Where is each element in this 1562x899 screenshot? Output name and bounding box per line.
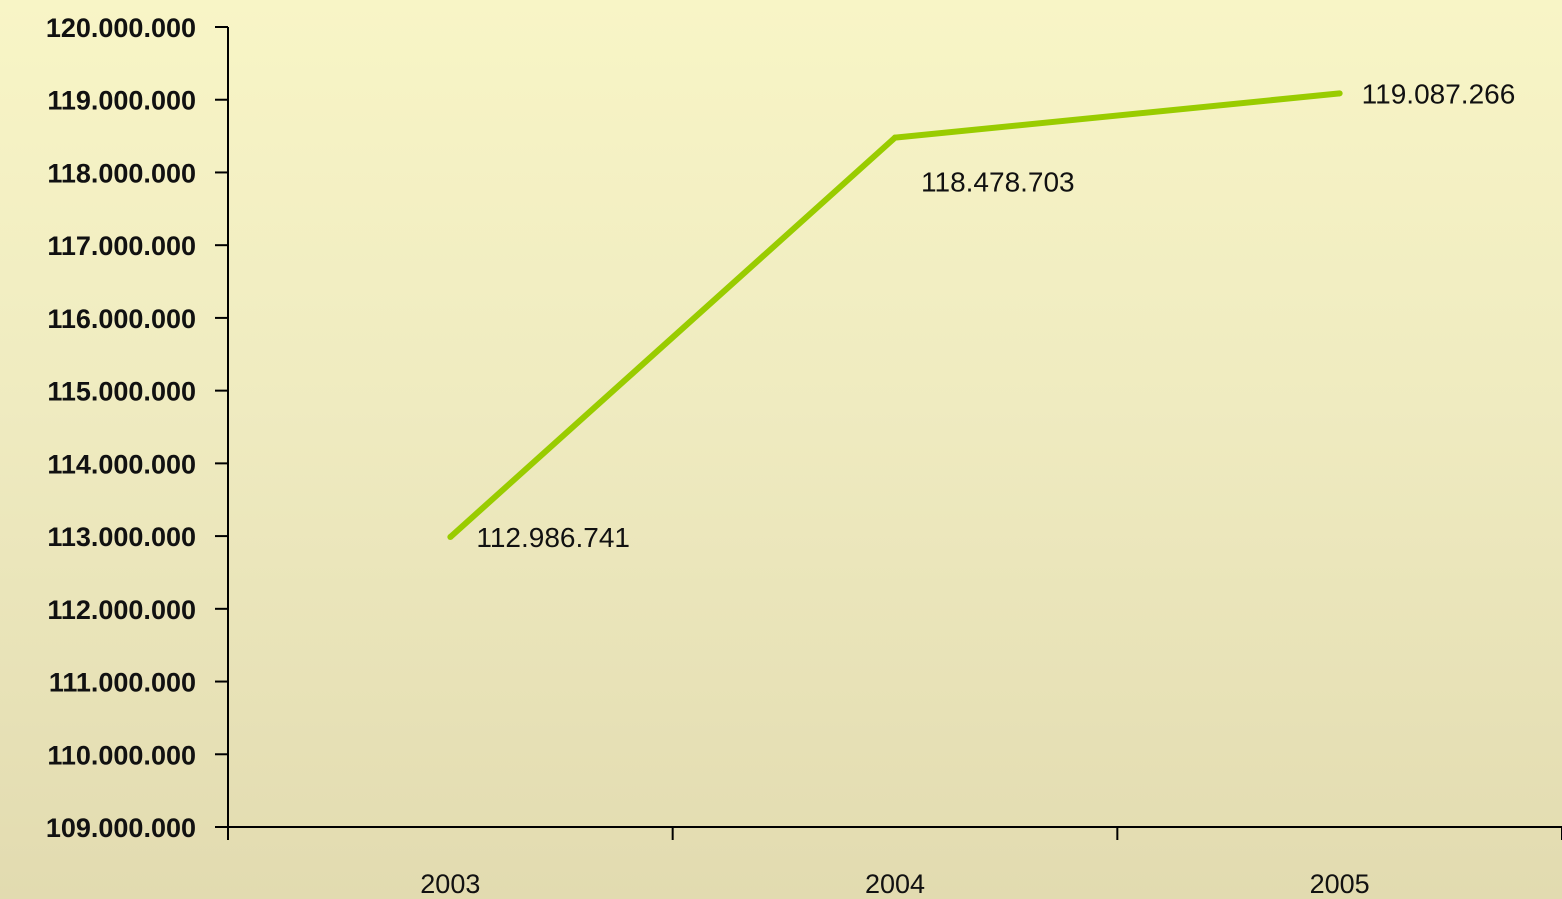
data-point bbox=[892, 134, 898, 141]
y-tick-label: 114.000.000 bbox=[47, 449, 196, 479]
series-layer bbox=[447, 90, 1343, 541]
y-tick-label: 119.000.000 bbox=[47, 86, 196, 116]
y-axis-ticks: 109.000.000 110.000.000 111.000.000 112.000… bbox=[46, 13, 228, 843]
y-tick-label: 111.000.000 bbox=[49, 668, 196, 698]
data-label: 118.478.703 bbox=[921, 167, 1075, 198]
y-tick-label: 112.000.000 bbox=[47, 595, 196, 625]
data-label: 119.087.266 bbox=[1362, 78, 1516, 109]
data-labels: 112.986.741 118.478.703 119.087.266 bbox=[476, 78, 1515, 553]
x-tick-label: 2003 bbox=[420, 869, 480, 899]
series-line bbox=[448, 90, 1340, 540]
y-tick-label: 113.000.000 bbox=[47, 522, 196, 552]
y-tick-label: 117.000.000 bbox=[47, 231, 196, 261]
y-tick-label: 116.000.000 bbox=[47, 304, 196, 334]
axes bbox=[227, 27, 1562, 828]
y-tick-label: 120.000.000 bbox=[46, 13, 196, 43]
y-tick-label: 118.000.000 bbox=[47, 158, 196, 188]
data-point bbox=[447, 534, 454, 541]
x-tick-label: 2004 bbox=[865, 869, 925, 899]
y-tick-label: 115.000.000 bbox=[47, 377, 196, 407]
x-tick-label: 2005 bbox=[1310, 869, 1370, 899]
x-axis-ticks: 2003 2004 2005 bbox=[227, 827, 1562, 899]
y-tick-label: 110.000.000 bbox=[47, 740, 196, 770]
y-tick-label: 109.000.000 bbox=[46, 813, 196, 843]
data-label: 112.986.741 bbox=[476, 522, 630, 553]
data-point bbox=[1336, 90, 1343, 97]
